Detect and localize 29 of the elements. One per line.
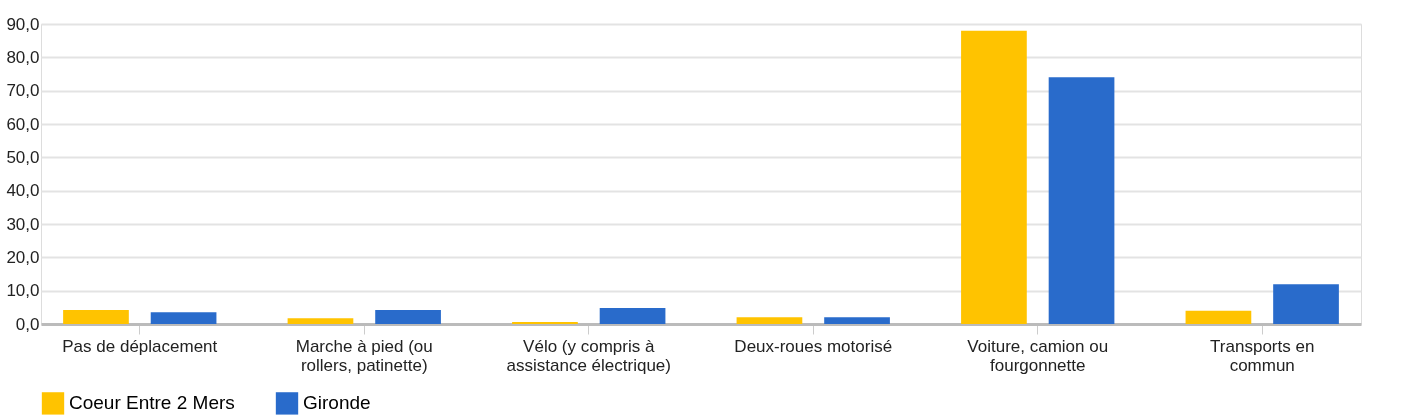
y-tick-label: 10,0 (6, 281, 40, 301)
y-tick-label: 20,0 (6, 247, 40, 267)
y-tick-label: 0,0 (15, 314, 40, 334)
x-tick-label: Voiture, camion ou fourgonnette (967, 336, 1109, 375)
y-tick-label: 40,0 (6, 181, 40, 201)
bar (287, 318, 354, 324)
y-tick-label: 90,0 (6, 14, 40, 34)
legend-label: Gironde (303, 392, 371, 414)
y-tick-label: 70,0 (6, 81, 40, 101)
x-tick-label: Vélo (y compris à assistance électrique) (506, 336, 671, 375)
bar (63, 310, 129, 324)
y-tick-label: 60,0 (6, 114, 40, 134)
bar (824, 317, 890, 324)
bar (1185, 310, 1252, 324)
legend-label: Coeur Entre 2 Mers (69, 392, 235, 414)
bar (599, 308, 666, 324)
y-tick-label: 30,0 (6, 214, 40, 234)
bar (961, 30, 1027, 324)
bar (375, 310, 441, 324)
bar (1048, 77, 1115, 324)
y-tick-label: 50,0 (6, 147, 40, 167)
bar (1273, 284, 1339, 324)
x-tick-label: Marche à pied (ou rollers, patinette) (295, 336, 433, 375)
y-tick-label: 80,0 (6, 47, 40, 67)
x-tick-label: Transports en commun (1210, 336, 1315, 375)
x-tick-label: Deux-roues motorisé (734, 336, 893, 356)
bar (736, 317, 803, 324)
x-tick-label: Pas de déplacement (62, 336, 218, 356)
bar (150, 312, 217, 324)
